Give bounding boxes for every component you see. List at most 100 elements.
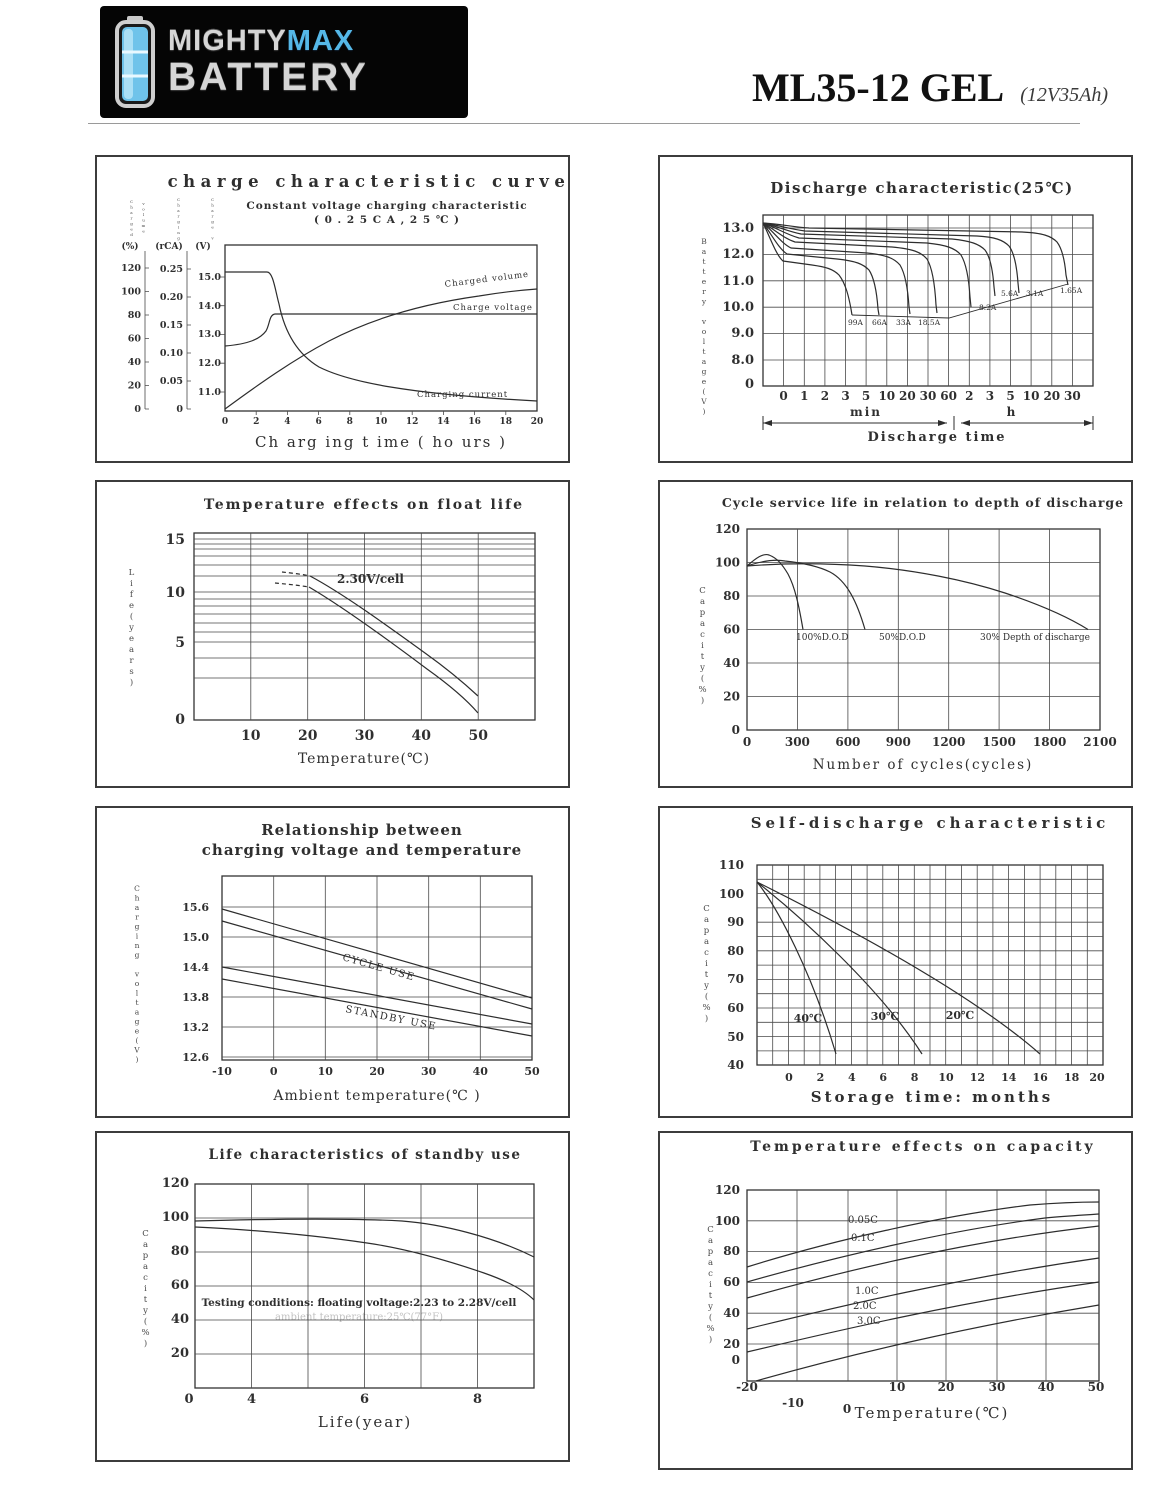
y-tick: 0 [176,404,183,415]
y-axis-label: Capacity(%) [140,1229,151,1350]
chart-title: Self-discharge characteristic [751,814,1110,832]
x-unit-h: h [1007,405,1018,419]
x-tick: 30 [421,1065,437,1078]
y-tick: 10 [166,585,186,601]
curve-label: 2.0C [853,1301,877,1312]
y-tick: 90 [727,915,744,929]
panel-charge-characteristic: charge characteristic curve Constant vol… [95,155,570,463]
brand-logo: MIGHTYMAX BATTERY [100,6,468,118]
x-tick: 50 [468,728,488,744]
y-ticks: 120 100 80 60 40 20 [162,1176,189,1361]
x-unit-min: min [850,405,882,419]
x-tick: -20 [736,1380,758,1394]
y-tick: 120 [121,263,141,274]
y-tick: 13.0 [722,221,754,236]
x-tick: 40 [412,728,432,744]
brand-word-max: MAX [286,25,355,57]
x-axis-label: Storage time: months [811,1088,1054,1106]
x-tick: 60 [940,389,957,403]
curve-label: 5.6A [1001,289,1019,298]
chart-title: Life characteristics of standby use [209,1147,522,1163]
curve-label: 33A [896,318,912,327]
x-tick: 1 [800,389,808,403]
curves [221,908,533,1037]
x-ticks: -10 0 10 20 30 40 50 [212,1065,540,1078]
x-tick: 3 [841,389,849,403]
y-tick: 15.0 [198,272,222,283]
y-tick: 0.20 [160,292,184,303]
standby-life-chart: Life characteristics of standby use 120 … [162,1147,535,1431]
x-tick: 1200 [932,735,965,749]
panel-temperature-capacity: Temperature effects on capacity 120 100 … [658,1131,1133,1470]
x-tick: 10 [1023,389,1040,403]
curve-1.0C [746,1257,1100,1330]
model-header: ML35-12 GEL (12V35Ah) [752,64,1108,111]
y-tick: 80 [727,944,744,958]
cycle-use-upper [221,908,533,999]
x-tick: 6 [315,417,321,427]
chart-subtitle2: ( 0 . 2 5 C A , 2 5 ℃ ) [314,214,460,226]
band-lower-dashed [274,582,310,588]
x-ticks: -20 -10 0 10 20 30 40 50 [736,1380,1104,1416]
x-axis-label: Number of cycles(cycles) [813,757,1034,773]
y-tick: 0 [732,723,740,737]
band-label: 2.30V/cell [337,572,404,586]
x-tick: 20 [531,417,544,427]
y-tick: 11.0 [198,387,222,398]
curve-66A [762,222,880,316]
y-axis-label: Capacity(%) [697,586,708,707]
curve-30-dod [746,563,1089,631]
y-tick: 20 [723,690,740,704]
y-tick: 80 [723,589,740,603]
x-tick: 14 [1001,1071,1017,1084]
x-tick: 12 [970,1071,985,1084]
curve-labels: 0.05C 0.1C 1.0C 2.0C 3.0C [848,1215,881,1327]
x-tick: -10 [782,1396,804,1410]
y-tick: 0 [175,712,185,728]
cycle-service-life-chart: Cycle service life in relation to depth … [715,495,1123,773]
curve-label: 3.1A [1026,289,1044,298]
testing-conditions-note: Testing conditions: floating voltage:2.2… [202,1297,517,1309]
band-lower [194,1226,535,1301]
y-ticks: 15.6 15.0 14.4 13.8 13.2 12.6 [182,901,209,1064]
curve-8.2A [762,222,972,308]
curve-label: 30% Depth of discharge [980,633,1090,643]
header-divider [88,123,1080,124]
x-tick: 0 [222,417,228,427]
panel-float-life: Temperature effects on float life 2.30V/… [95,480,570,788]
y-tick: 60 [723,623,740,637]
x-ticks: 0 4 6 8 [184,1392,482,1407]
band-upper [309,575,479,697]
band-upper-dashed [281,571,311,577]
band-lower [308,586,479,714]
curve-30C [756,881,923,1055]
x-tick: 10 [375,417,388,427]
y-tick: 60 [727,1001,744,1015]
x-tick: 14 [437,417,450,427]
y-tick: 40 [171,1312,189,1327]
x-tick: 2100 [1083,735,1116,749]
model-title: ML35-12 GEL [752,65,1005,110]
curve-label: 18.5A [918,318,941,327]
grid [756,864,1104,1066]
y-tick: 8.0 [731,353,754,368]
y-tick: 40 [727,1058,744,1072]
x-ticks: 0 2 4 6 8 10 12 14 16 18 20 [785,1071,1105,1084]
y-tick: 100 [719,887,744,901]
x-ticks: 0 2 4 6 8 10 12 14 16 18 20 [222,417,543,427]
curve-label: 20℃ [946,1009,975,1022]
y-tick: 15.6 [182,901,209,914]
curve-3.1A [762,222,1020,294]
y-tick: 12.0 [198,358,222,369]
panel-self-discharge: Self-discharge characteristic 110 100 90… [658,806,1133,1118]
x-tick: 20 [938,1380,955,1394]
y-axis-unit: (rCA) [155,241,182,252]
brand-wordmark: MIGHTYMAX BATTERY [168,25,369,98]
rca-ticks: 0.25 0.20 0.15 0.10 0.05 0 [160,264,184,415]
x-axis-label: Ch arg ing t ime ( ho urs ) [255,433,507,451]
curve-label: Charging current [417,390,508,400]
x-axis-label: Temperature(℃) [855,1404,1010,1422]
standby-use-upper [221,966,533,1025]
y-tick: 0.15 [160,320,183,331]
y-tick: 70 [727,972,744,986]
